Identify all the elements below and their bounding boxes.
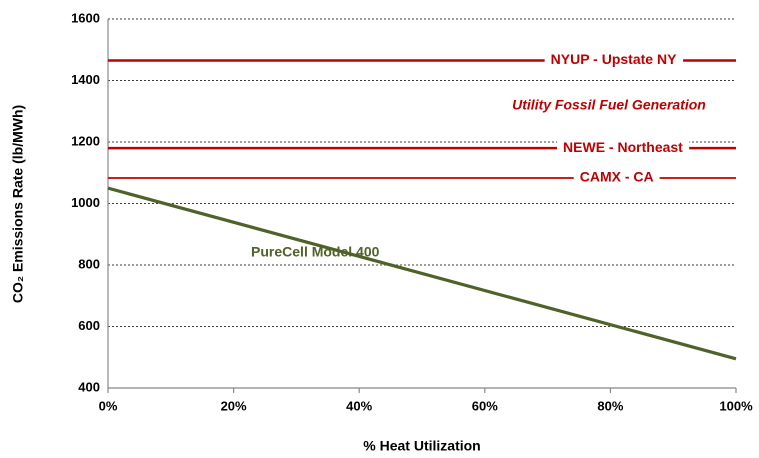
series-label: NEWE - Northeast [563,139,683,155]
annotation: Utility Fossil Fuel Generation [512,97,706,113]
label-background [573,168,660,185]
y-tick-label: 600 [78,318,100,333]
series-label: CAMX - CA [580,169,654,185]
x-tick-label: 20% [221,398,247,413]
x-tick-label: 40% [346,398,372,413]
x-tick-label: 80% [597,398,623,413]
x-tick-label: 60% [472,398,498,413]
x-tick-label: 100% [719,398,753,413]
y-tick-label: 800 [78,256,100,271]
label-background [557,138,690,155]
series-line [107,186,737,361]
y-tick-label: 1200 [71,133,100,148]
y-tick-label: 1400 [71,72,100,87]
x-tick-label: 0% [99,398,118,413]
series-label: NYUP - Upstate NY [551,51,677,67]
series-label: PureCell Model 400 [251,244,380,260]
y-tick-label: 1600 [71,10,100,25]
y-tick-label: 1000 [71,195,100,210]
y-axis-title: CO₂ Emissions Rate (lb/MWh) [10,105,26,303]
y-tick-label: 400 [78,379,100,394]
label-background [544,51,684,68]
x-axis-title: % Heat Utilization [363,438,480,454]
